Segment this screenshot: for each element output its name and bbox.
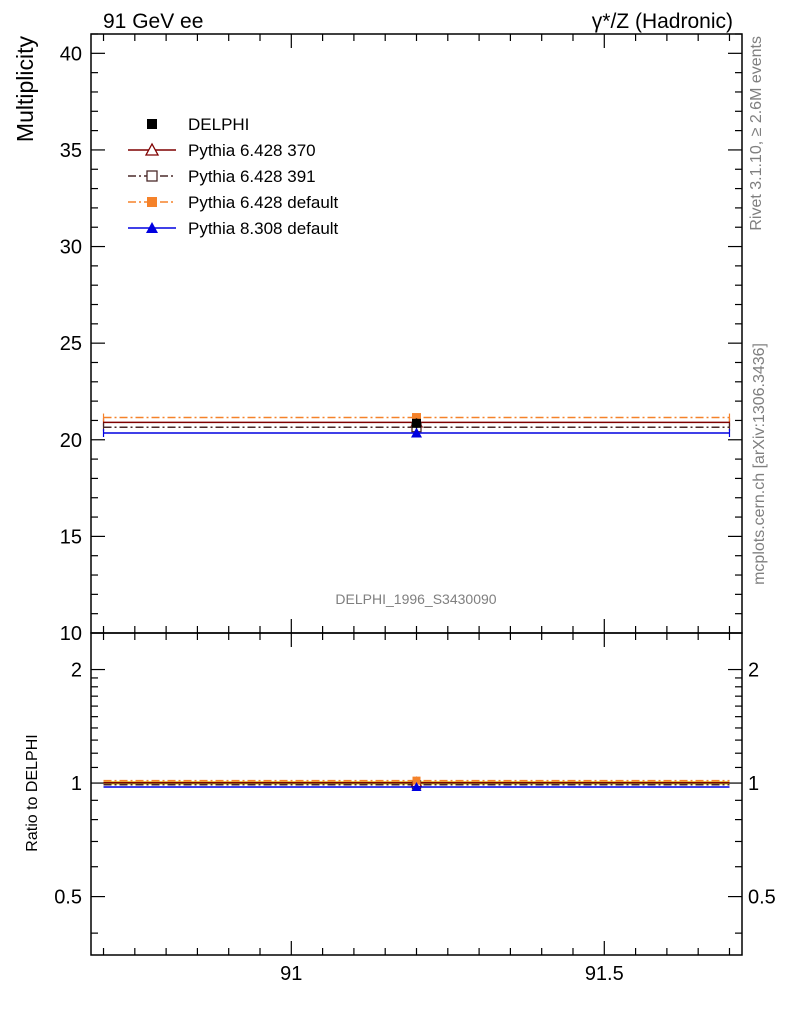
bottom-panel-series <box>103 776 730 792</box>
top-axis-ticks <box>91 33 742 634</box>
legend-marker-py6_370 <box>144 142 160 156</box>
legend-marker-py6_default <box>147 197 157 207</box>
bottom-ytick-label-right: 1 <box>748 773 759 795</box>
series-marker-py6_default <box>412 413 421 423</box>
ratio-marker-py6_default <box>412 776 421 785</box>
header-right-title: γ*/Z (Hadronic) <box>592 10 733 33</box>
bottom-panel-frame <box>90 632 743 956</box>
top-ytick-label: 20 <box>60 430 82 452</box>
legend-label-py6_391: Pythia 6.428 391 <box>188 167 316 186</box>
bottom-ytick-label-left: 0.5 <box>54 887 82 909</box>
legend: DELPHI Pythia 6.428 370 Pythia 6.428 391 Py… <box>128 115 339 238</box>
series-marker-py8_default <box>411 427 422 438</box>
xtick-label: 91 <box>280 963 302 985</box>
top-ytick-label: 15 <box>60 526 82 548</box>
legend-marker-data <box>147 119 157 129</box>
bottom-ylabel: Ratio to DELPHI <box>24 734 41 851</box>
analysis-watermark: DELPHI_1996_S3430090 <box>335 591 496 607</box>
bottom-ytick-label-right: 0.5 <box>748 887 776 909</box>
legend-label-py6_default: Pythia 6.428 default <box>188 193 339 212</box>
top-ytick-label: 25 <box>60 333 82 355</box>
top-panel-series <box>102 413 731 438</box>
top-ytick-label: 30 <box>60 237 82 259</box>
top-ytick-label: 40 <box>60 43 82 65</box>
data-point <box>412 418 421 428</box>
ratio-marker-py8_default <box>411 782 422 792</box>
rivet-version-text: Rivet 3.1.10, ≥ 2.6M events <box>748 36 765 231</box>
legend-marker-py8_default <box>146 222 158 233</box>
bottom-ytick-label-left: 2 <box>71 660 82 682</box>
header-left-title: 91 GeV ee <box>103 10 203 33</box>
bottom-ytick-label-right: 2 <box>748 660 759 682</box>
bottom-ytick-labels: 0.5 1 2 0.5 1 2 <box>54 660 776 909</box>
xtick-labels: 91 91.5 <box>280 963 624 985</box>
xtick-label: 91.5 <box>585 963 624 985</box>
top-ytick-labels: 10 15 20 25 30 35 40 <box>60 43 82 645</box>
legend-marker-py6_391 <box>146 170 158 182</box>
mcplots-text: mcplots.cern.ch [arXiv:1306.3436] <box>751 343 768 585</box>
top-ytick-label: 10 <box>60 623 82 645</box>
top-ytick-label: 35 <box>60 140 82 162</box>
top-ylabel: Multiplicity <box>12 36 38 143</box>
legend-label-py8_default: Pythia 8.308 default <box>188 219 339 238</box>
bottom-axis-ticks <box>91 633 742 955</box>
legend-label-py6_370: Pythia 6.428 370 <box>188 141 316 160</box>
bottom-ytick-label-left: 1 <box>71 773 82 795</box>
legend-label-data: DELPHI <box>188 115 249 134</box>
